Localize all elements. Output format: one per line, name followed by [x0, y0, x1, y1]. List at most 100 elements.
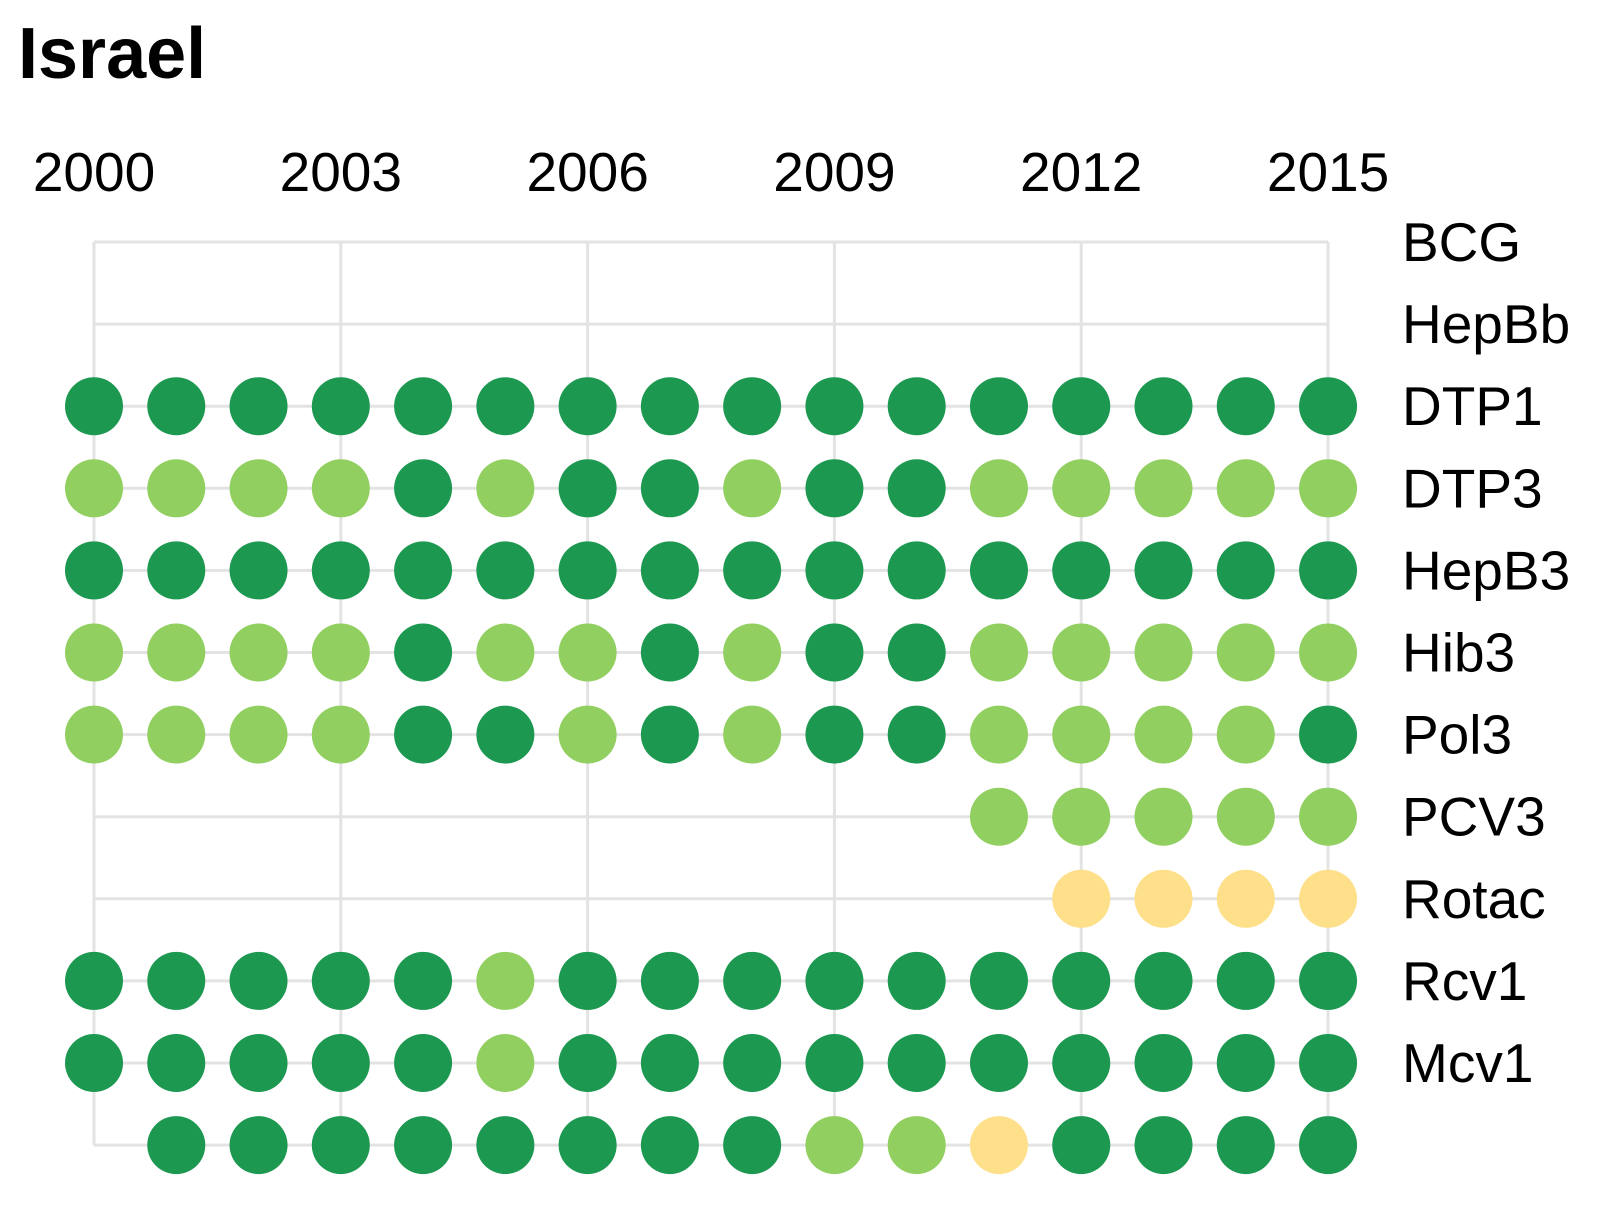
coverage-dot	[558, 1116, 617, 1175]
vaccine-row-label: Mcv1	[1402, 1032, 1533, 1094]
coverage-dot	[723, 541, 782, 600]
coverage-dot	[65, 951, 123, 1010]
coverage-dot	[723, 377, 782, 436]
coverage-dot	[1052, 377, 1111, 436]
coverage-dot	[805, 1116, 864, 1175]
coverage-dot	[640, 541, 699, 600]
coverage-dot	[229, 1116, 288, 1175]
coverage-dot	[805, 541, 864, 600]
coverage-dot	[1216, 705, 1275, 764]
coverage-dot	[476, 1034, 535, 1092]
coverage-dot	[1052, 1034, 1111, 1092]
coverage-dot	[1299, 1034, 1358, 1092]
coverage-dot	[1299, 377, 1358, 436]
coverage-dot	[640, 705, 699, 764]
coverage-dot	[311, 541, 370, 600]
vaccine-row-label: HepBb	[1402, 293, 1570, 355]
vaccine-row-label: DTP3	[1402, 457, 1543, 519]
coverage-dot	[1052, 951, 1111, 1010]
coverage-dot	[229, 951, 288, 1010]
coverage-dot	[1216, 541, 1275, 600]
coverage-dot	[887, 541, 946, 600]
coverage-dot	[887, 951, 946, 1010]
coverage-dot	[723, 1034, 782, 1092]
coverage-dot	[65, 1034, 123, 1092]
year-tick-label: 2000	[33, 141, 155, 203]
coverage-dot	[1052, 787, 1111, 846]
coverage-dot	[394, 1116, 453, 1175]
coverage-dot	[1134, 1034, 1193, 1092]
coverage-dot	[229, 1034, 288, 1092]
vaccine-row-label: Rotac	[1402, 868, 1546, 930]
coverage-dot	[1299, 459, 1358, 518]
coverage-dot	[1134, 705, 1193, 764]
year-tick-label: 2015	[1267, 141, 1389, 203]
coverage-dot	[476, 705, 535, 764]
coverage-dot	[558, 541, 617, 600]
coverage-dot	[394, 705, 453, 764]
coverage-dot	[147, 459, 206, 518]
coverage-dot	[969, 541, 1028, 600]
coverage-dot	[640, 951, 699, 1010]
coverage-dot	[1299, 787, 1358, 846]
coverage-dot	[887, 1034, 946, 1092]
coverage-dot	[1052, 541, 1111, 600]
coverage-dot	[65, 705, 123, 764]
coverage-dot	[887, 377, 946, 436]
chart-title: Israel	[18, 14, 206, 94]
coverage-dot	[1299, 541, 1358, 600]
coverage-dot	[147, 705, 206, 764]
year-axis: 2000 2003 2006 2009 2012 2015	[33, 141, 1389, 203]
vaccine-row-label: Rcv1	[1402, 950, 1527, 1012]
coverage-dots	[65, 377, 1358, 1175]
coverage-dot	[805, 623, 864, 682]
vaccine-row-label: Pol3	[1402, 704, 1512, 766]
coverage-dot	[311, 623, 370, 682]
coverage-dot	[65, 459, 123, 518]
coverage-dot	[723, 951, 782, 1010]
vaccine-row-label: HepB3	[1402, 539, 1570, 601]
coverage-dot	[1216, 459, 1275, 518]
coverage-dot	[394, 1034, 453, 1092]
coverage-dot	[1216, 623, 1275, 682]
coverage-dot	[147, 377, 206, 436]
coverage-dot	[476, 377, 535, 436]
coverage-dot	[147, 1034, 206, 1092]
coverage-dot	[476, 541, 535, 600]
coverage-dot	[1052, 869, 1111, 928]
coverage-dot	[887, 1116, 946, 1175]
coverage-dot	[640, 623, 699, 682]
coverage-dot	[147, 1116, 206, 1175]
coverage-dot	[1299, 951, 1358, 1010]
coverage-dot	[229, 459, 288, 518]
coverage-dot	[147, 541, 206, 600]
coverage-dot	[640, 1116, 699, 1175]
coverage-dot	[887, 705, 946, 764]
coverage-dot	[1134, 623, 1193, 682]
coverage-dot	[640, 377, 699, 436]
coverage-dot	[1216, 869, 1275, 928]
coverage-dot	[476, 951, 535, 1010]
coverage-dot	[311, 951, 370, 1010]
coverage-dot	[229, 705, 288, 764]
coverage-dot	[1134, 377, 1193, 436]
coverage-dot	[394, 623, 453, 682]
coverage-dot	[1299, 1116, 1358, 1175]
coverage-dot	[476, 459, 535, 518]
year-tick-label: 2012	[1020, 141, 1142, 203]
coverage-dot	[1052, 623, 1111, 682]
coverage-dot	[640, 459, 699, 518]
coverage-dot	[311, 1116, 370, 1175]
vaccine-row-label: BCG	[1402, 211, 1521, 273]
coverage-dot	[969, 787, 1028, 846]
coverage-dot	[394, 951, 453, 1010]
coverage-dot	[394, 377, 453, 436]
coverage-dot	[394, 541, 453, 600]
coverage-dot	[1052, 1116, 1111, 1175]
coverage-dot	[969, 623, 1028, 682]
coverage-dot	[558, 459, 617, 518]
coverage-dot	[723, 459, 782, 518]
coverage-dot	[558, 377, 617, 436]
coverage-dot	[229, 623, 288, 682]
